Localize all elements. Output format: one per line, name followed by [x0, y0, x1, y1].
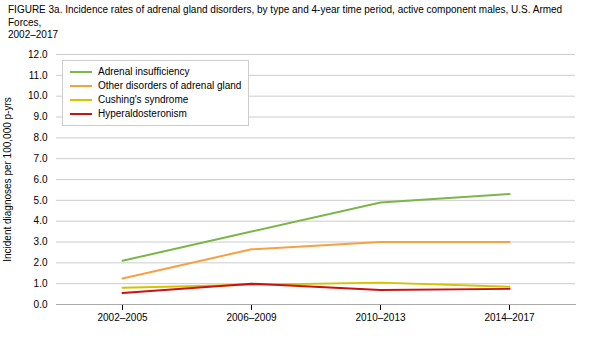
html-text:Cushing's syndrome: Cushing's syndrome: [98, 93, 189, 105]
html-text:2002–2017: 2002–2017: [8, 29, 59, 40]
svg-text:11.0: 11.0: [29, 69, 48, 80]
svg-text:9.0: 9.0: [34, 111, 48, 122]
html-text:Hyperaldosteronism: Hyperaldosteronism: [98, 107, 187, 119]
svg-text:2002–2005: 2002–2005: [97, 311, 147, 322]
svg-text:0.0: 0.0: [34, 298, 48, 309]
svg-text:2.0: 2.0: [34, 257, 48, 268]
html-text:Other disorders of adrenal gla: Other disorders of adrenal gland: [98, 79, 242, 91]
svg-text:1.0: 1.0: [34, 277, 48, 288]
html-text:Adrenal insufficiency: Adrenal insufficiency: [98, 65, 190, 77]
svg-text:6.0: 6.0: [34, 173, 48, 184]
svg-text:10.0: 10.0: [28, 90, 48, 101]
svg-text:8.0: 8.0: [34, 132, 48, 143]
html-text:FIGURE 3a. Incidence rates of: FIGURE 3a. Incidence rates of adrenal gl…: [8, 4, 563, 28]
svg-text:12.0: 12.0: [28, 48, 48, 59]
svg-text:2006–2009: 2006–2009: [226, 311, 276, 322]
svg-text:2010–2013: 2010–2013: [355, 311, 405, 322]
svg-text:2014–2017: 2014–2017: [484, 311, 534, 322]
svg-text:3.0: 3.0: [34, 236, 48, 247]
svg-text:5.0: 5.0: [34, 194, 48, 205]
svg-text:Incident diagnoses per 100,000: Incident diagnoses per 100,000 p-yrs: [2, 97, 13, 262]
svg-text:4.0: 4.0: [34, 215, 48, 226]
svg-text:7.0: 7.0: [34, 152, 48, 163]
